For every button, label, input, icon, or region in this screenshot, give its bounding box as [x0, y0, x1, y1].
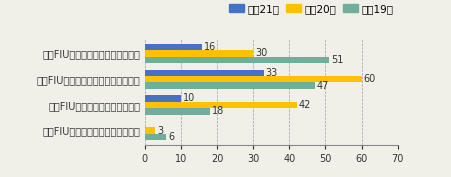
Bar [144, 127, 155, 134]
Text: 16: 16 [204, 42, 216, 52]
Text: 51: 51 [330, 55, 342, 65]
Bar [144, 70, 263, 76]
Bar [144, 95, 180, 102]
Bar [144, 108, 209, 115]
Text: 33: 33 [265, 68, 277, 78]
Text: 6: 6 [168, 132, 174, 142]
Bar [144, 82, 314, 89]
Text: 18: 18 [211, 106, 223, 116]
Text: 42: 42 [298, 100, 310, 110]
Text: 60: 60 [363, 74, 375, 84]
Bar [144, 44, 202, 50]
Bar [144, 102, 296, 108]
Text: 10: 10 [182, 93, 194, 104]
Text: 47: 47 [316, 81, 328, 91]
Bar [144, 134, 166, 140]
Bar [144, 50, 253, 57]
Text: 30: 30 [254, 48, 267, 58]
Text: 3: 3 [157, 126, 163, 136]
Legend: 平成21年, 平成20年, 平成19年: 平成21年, 平成20年, 平成19年 [224, 0, 397, 18]
Bar [144, 76, 361, 82]
Bar [144, 57, 328, 63]
